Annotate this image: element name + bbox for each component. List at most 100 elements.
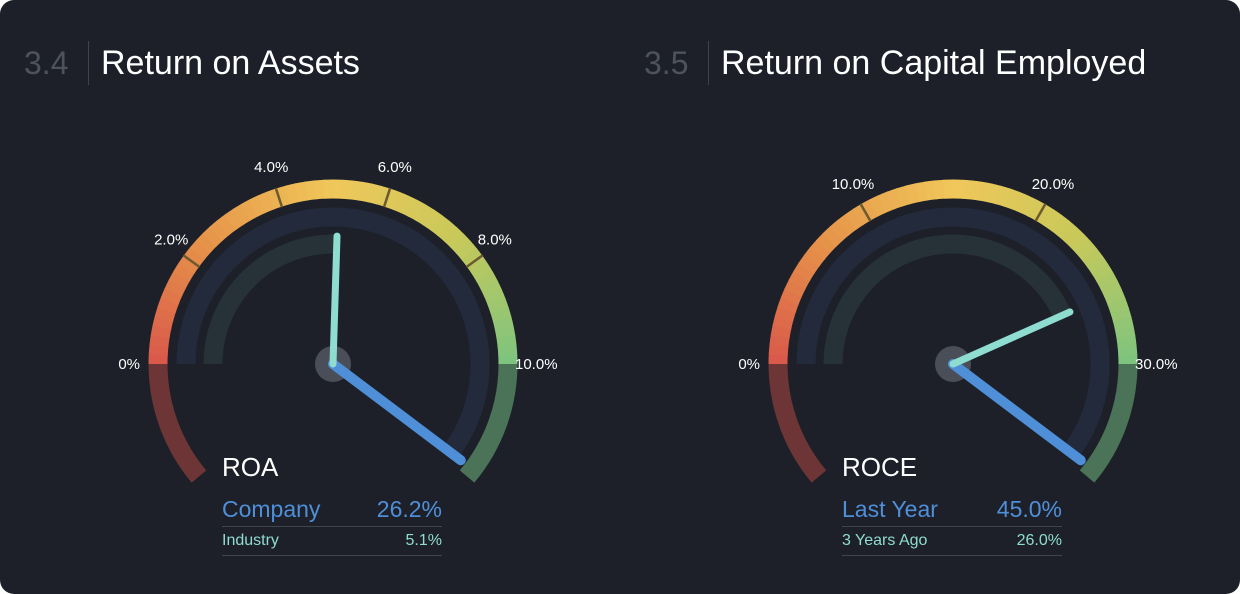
gauge-band-segment: [1100, 280, 1123, 298]
gauge-band-segment: [150, 324, 172, 339]
gauge-band-segment: [494, 325, 516, 340]
gauge-tick: [382, 187, 392, 208]
roa-gauge: 0% 2.0% 4.0% 6.0% 8.0% 10.0%: [118, 159, 558, 483]
gauge-band-segment: [455, 240, 478, 261]
three-years-ago-value: 26.0%: [1016, 532, 1062, 549]
metric-label: ROA: [222, 452, 279, 482]
gauge-band-segment: [173, 262, 195, 282]
gauge-band-segment: [933, 179, 946, 200]
gauge-band-segment: [471, 263, 494, 283]
gauge-band-segment: [1012, 191, 1030, 214]
gauge-band-segment: [160, 287, 183, 305]
gauge-band-segment: [1081, 247, 1104, 268]
gauge-tick: [859, 203, 872, 222]
roa-legend: ROA Company 26.2% Industry 5.1%: [222, 452, 442, 556]
gauge-band-segment: [768, 343, 789, 356]
gauge-band-segment: [1117, 344, 1138, 357]
metric-label: ROCE: [842, 452, 918, 482]
tick-label: 30.0%: [1135, 356, 1178, 373]
gauge-band-segment: [240, 199, 259, 221]
gauge-band-segment: [466, 255, 489, 275]
gauge-band-segment: [1091, 263, 1114, 283]
gauge-band-segment: [168, 270, 191, 289]
tick-label: 0%: [738, 356, 760, 373]
gauge-band-segment: [400, 195, 418, 218]
gauge-band-segment: [249, 194, 267, 217]
gauge-band-segment: [209, 219, 230, 242]
gauge-band-segment: [780, 287, 803, 305]
primary-value-band: [796, 207, 1110, 459]
roce-legend: ROCE Last Year 45.0% 3 Years Ago 26.0%: [842, 452, 1062, 556]
gauge-band-segment: [1057, 220, 1078, 242]
gauge-band-segment: [497, 344, 518, 357]
secondary-needle: [329, 232, 341, 368]
divider: [88, 41, 89, 85]
gauge-band-segment: [384, 188, 401, 210]
gauge-band-segment: [803, 246, 826, 267]
gauge-above-max-band: [1079, 363, 1138, 483]
gauge-band-segment: [829, 219, 850, 242]
gauge-band-segment: [860, 199, 879, 221]
roce-section: 3.5 Return on Capital Employed 0% 10.0% 20…: [620, 0, 1240, 594]
gauge-band-segment: [392, 191, 410, 214]
tick-label: 10.0%: [832, 176, 875, 193]
gauge-band-segment: [895, 185, 912, 207]
gauge-band-segment: [1096, 271, 1118, 290]
gauge-band-segment: [798, 254, 820, 274]
section-number: 3.4: [24, 44, 69, 81]
gauge-tick: [274, 187, 284, 208]
gauge-band-segment: [443, 226, 465, 248]
gauge-band-segment: [924, 180, 937, 201]
gauge-band-segment: [774, 305, 796, 322]
gauge-tick: [465, 254, 484, 269]
tick-label: 4.0%: [254, 159, 288, 176]
gauge-band-segment: [487, 297, 509, 315]
gauge-band-segment: [367, 183, 382, 205]
gauge-band-segment: [1114, 325, 1136, 340]
gauge-band-segment: [157, 296, 179, 313]
gauge-band-segment: [1020, 195, 1038, 218]
gauge-band-segment: [1004, 188, 1021, 210]
gauge-band-segment: [1107, 297, 1129, 315]
gauge-band-segment: [313, 179, 326, 200]
three-years-ago-label: 3 Years Ago: [842, 532, 928, 549]
gauge-band-segment: [480, 280, 503, 298]
gauge-band-segment: [149, 333, 170, 347]
gauge-band-segment: [844, 208, 864, 231]
section-title: Return on Capital Employed: [721, 43, 1147, 82]
gauge-band-segment: [437, 220, 458, 242]
gauge-band-segment: [777, 296, 799, 313]
gauge-above-max-band: [459, 363, 518, 483]
gauge-band-segment: [770, 324, 792, 339]
tick-label: 0%: [118, 356, 140, 373]
gauge-band-segment: [275, 185, 292, 207]
primary-needle: [328, 359, 466, 466]
gauge-below-min-band: [768, 363, 827, 483]
gauge-below-min-band: [148, 363, 207, 483]
gauge-band-segment: [815, 232, 837, 254]
industry-row: Industry 5.1%: [222, 527, 442, 556]
gauge-band-segment: [1116, 335, 1137, 348]
secondary-value-band: [203, 234, 338, 365]
company-row: Company 26.2%: [222, 492, 442, 527]
industry-label: Industry: [222, 532, 279, 549]
section-number: 3.5: [644, 44, 689, 81]
gauge-band-segment: [793, 262, 815, 282]
industry-value: 5.1%: [405, 532, 442, 549]
secondary-value-band: [823, 234, 1072, 365]
gauge-band-segment: [1043, 209, 1063, 231]
company-value: 26.2%: [376, 496, 442, 522]
gauge-band-segment: [224, 208, 244, 231]
gauge-band-segment: [836, 213, 857, 236]
company-label: Company: [222, 496, 321, 522]
gauge-band-segment: [877, 191, 895, 213]
secondary-needle: [949, 308, 1074, 368]
gauge-band-segment: [257, 191, 275, 213]
gauge-band-segment: [430, 214, 451, 237]
gauge-band-segment: [869, 194, 887, 217]
gauge-band-segment: [1110, 306, 1132, 323]
tick-label: 10.0%: [515, 356, 558, 373]
gauge-band-segment: [350, 180, 364, 201]
gauge-band-segment: [1086, 255, 1109, 275]
